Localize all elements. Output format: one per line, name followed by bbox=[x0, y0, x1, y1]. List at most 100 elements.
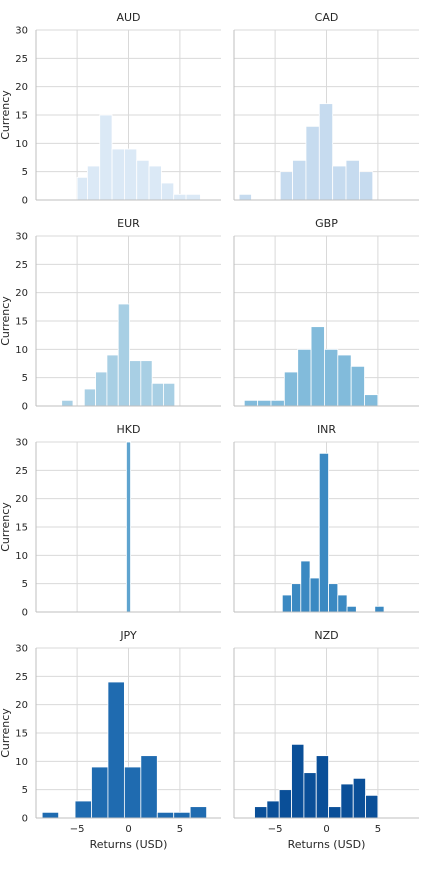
histogram-bar-cad bbox=[318, 103, 334, 201]
y-tick-label: 10 bbox=[15, 139, 28, 150]
histogram-bar-eur bbox=[140, 360, 153, 407]
histogram-bar-gbp bbox=[364, 394, 379, 407]
y-tick-label: 25 bbox=[15, 260, 28, 271]
histogram-bar-eur bbox=[61, 399, 74, 407]
histogram-bar-gbp bbox=[297, 348, 312, 407]
histogram-bar-eur bbox=[83, 388, 97, 407]
histogram-bar-aud bbox=[99, 114, 113, 201]
x-tick-label: 0 bbox=[125, 824, 131, 835]
histogram-bar-cad bbox=[332, 165, 347, 201]
y-tick-label: 15 bbox=[15, 729, 28, 740]
histogram-bar-aud bbox=[185, 193, 201, 201]
y-tick-label: 5 bbox=[22, 579, 28, 590]
histogram-bar-nzd bbox=[328, 806, 342, 819]
histogram-bar-eur bbox=[117, 303, 130, 407]
histogram-bar-gbp bbox=[270, 399, 285, 407]
histogram-bar-gbp bbox=[243, 399, 259, 407]
histogram-bar-jpy bbox=[41, 811, 60, 819]
histogram-bar-hkd bbox=[126, 441, 131, 613]
histogram-bar-aud bbox=[136, 159, 150, 201]
y-tick-label: 10 bbox=[15, 757, 28, 768]
histogram-bar-cad bbox=[238, 193, 252, 201]
y-tick-label: 15 bbox=[15, 317, 28, 328]
histogram-bar-jpy bbox=[189, 806, 208, 819]
histogram-bar-inr bbox=[300, 560, 311, 613]
histogram-bar-inr bbox=[281, 594, 292, 613]
histogram-bar-nzd bbox=[254, 806, 268, 819]
histogram-bar-jpy bbox=[173, 811, 191, 819]
y-tick-label: 0 bbox=[22, 608, 28, 619]
y-tick-label: 20 bbox=[15, 288, 28, 299]
y-axis-title: Currency bbox=[0, 296, 12, 346]
histogram-bar-jpy bbox=[156, 811, 175, 819]
x-tick-label: 5 bbox=[375, 824, 381, 835]
histogram-bar-inr bbox=[328, 583, 339, 613]
histogram-bar-aud bbox=[173, 193, 187, 201]
histogram-bar-gbp bbox=[350, 365, 365, 407]
y-tick-label: 0 bbox=[22, 814, 28, 825]
histogram-bar-jpy bbox=[74, 800, 92, 819]
histogram-bar-inr bbox=[291, 583, 302, 613]
histogram-bar-nzd bbox=[303, 772, 317, 819]
histogram-bar-inr bbox=[374, 605, 385, 613]
histogram-bar-cad bbox=[345, 159, 360, 201]
histogram-bar-aud bbox=[123, 148, 138, 201]
y-tick-label: 30 bbox=[15, 232, 28, 243]
panel-title-inr: INR bbox=[317, 423, 336, 436]
y-tick-label: 0 bbox=[22, 196, 28, 207]
histogram-bar-nzd bbox=[291, 743, 305, 819]
histogram-bar-eur bbox=[129, 360, 142, 407]
y-tick-label: 30 bbox=[15, 438, 28, 449]
y-tick-label: 20 bbox=[15, 82, 28, 93]
y-tick-label: 25 bbox=[15, 466, 28, 477]
y-tick-label: 5 bbox=[22, 167, 28, 178]
panel-title-jpy: JPY bbox=[119, 629, 137, 642]
histogram-bar-nzd bbox=[266, 800, 280, 819]
y-tick-label: 5 bbox=[22, 785, 28, 796]
x-tick-label: 0 bbox=[323, 824, 329, 835]
y-tick-label: 20 bbox=[15, 494, 28, 505]
y-tick-label: 30 bbox=[15, 644, 28, 655]
histogram-bar-inr bbox=[309, 577, 320, 613]
y-axis-title: Currency bbox=[0, 90, 12, 140]
histogram-bar-aud bbox=[111, 148, 125, 201]
y-tick-label: 5 bbox=[22, 373, 28, 384]
histogram-bar-aud bbox=[76, 176, 88, 201]
y-tick-label: 25 bbox=[15, 54, 28, 65]
y-tick-label: 15 bbox=[15, 523, 28, 534]
x-tick-label: −5 bbox=[70, 824, 85, 835]
histogram-bar-nzd bbox=[315, 755, 329, 819]
histogram-bar-eur bbox=[163, 382, 176, 407]
histogram-bar-nzd bbox=[278, 789, 292, 819]
histogram-bar-gbp bbox=[257, 399, 272, 407]
y-tick-label: 25 bbox=[15, 672, 28, 683]
y-tick-label: 0 bbox=[22, 402, 28, 413]
y-tick-label: 30 bbox=[15, 26, 28, 37]
histogram-bar-cad bbox=[279, 171, 293, 201]
histogram-bar-jpy bbox=[123, 766, 142, 819]
histogram-bar-inr bbox=[337, 594, 348, 613]
histogram-bar-cad bbox=[292, 159, 307, 201]
histogram-bar-inr bbox=[318, 452, 329, 613]
histogram-bar-eur bbox=[106, 354, 119, 407]
panel-title-hkd: HKD bbox=[117, 423, 141, 436]
panel-title-nzd: NZD bbox=[314, 629, 338, 642]
histogram-bar-jpy bbox=[91, 766, 109, 819]
histogram-bar-eur bbox=[95, 371, 108, 407]
panel-title-aud: AUD bbox=[116, 11, 140, 24]
x-tick-label: 5 bbox=[177, 824, 183, 835]
x-axis-title: Returns (USD) bbox=[90, 838, 168, 851]
y-tick-label: 10 bbox=[15, 345, 28, 356]
x-tick-label: −5 bbox=[268, 824, 283, 835]
histogram-bar-aud bbox=[160, 182, 175, 201]
y-tick-label: 10 bbox=[15, 551, 28, 562]
histogram-bar-aud bbox=[86, 165, 101, 201]
histogram-bar-gbp bbox=[310, 326, 325, 407]
histogram-bar-eur bbox=[151, 382, 164, 407]
histogram-bar-cad bbox=[358, 171, 374, 201]
panel-title-gbp: GBP bbox=[315, 217, 338, 230]
panel-title-cad: CAD bbox=[315, 11, 339, 24]
histogram-bar-nzd bbox=[340, 783, 354, 819]
histogram-bar-jpy bbox=[140, 755, 158, 819]
